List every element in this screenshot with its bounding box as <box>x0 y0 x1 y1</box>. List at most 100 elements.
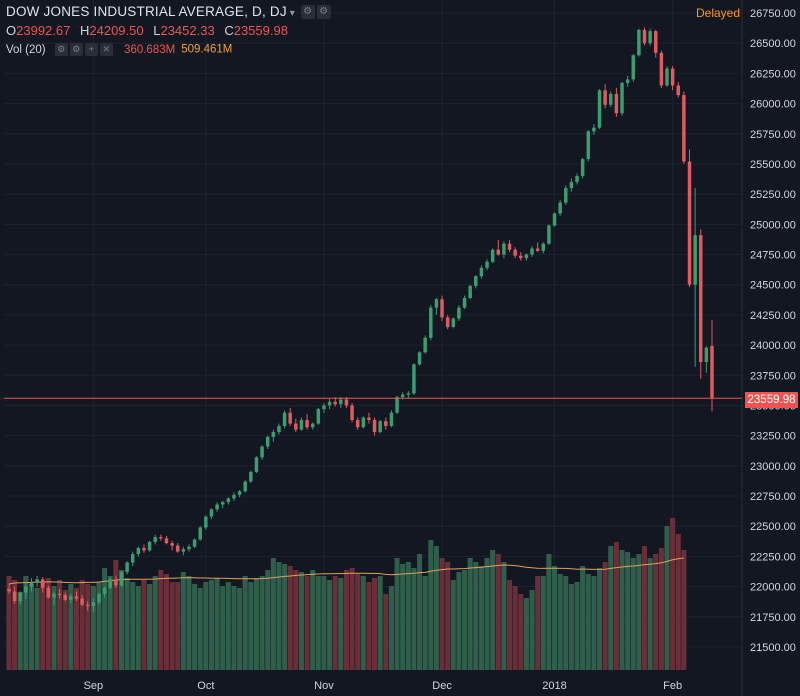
candle-body <box>485 261 489 268</box>
volume-bar <box>102 568 108 670</box>
candle-body <box>659 52 664 86</box>
volume-label[interactable]: Vol (20) <box>6 43 46 56</box>
candle-body <box>80 598 84 605</box>
high-value: 24209.50 <box>89 23 144 38</box>
candle-body <box>361 417 366 428</box>
volume-bar <box>636 554 642 670</box>
settings-icon[interactable]: ⚙ <box>54 43 68 56</box>
candle-body <box>603 90 607 105</box>
volume-bar <box>96 582 102 670</box>
volume-bar <box>208 580 214 670</box>
gear-icon[interactable]: ⚙ <box>316 5 331 20</box>
y-tick-label: 26750.00 <box>750 8 796 20</box>
volume-bar <box>675 534 681 670</box>
volume-bar <box>394 558 400 670</box>
candle-body <box>46 587 51 598</box>
candle <box>412 363 416 395</box>
close-icon[interactable]: ✕ <box>99 43 113 56</box>
symbol-title[interactable]: DOW JONES INDUSTRIAL AVERAGE, D, DJ <box>6 4 287 19</box>
candle-body <box>198 527 202 540</box>
candle-body <box>558 202 562 214</box>
volume-bar <box>265 570 271 670</box>
y-tick-label: 22750.00 <box>750 491 796 503</box>
plus-icon[interactable]: + <box>84 43 98 56</box>
volume-bar <box>478 566 484 670</box>
candle <box>265 435 270 449</box>
chart-grid <box>4 0 742 668</box>
volume-bar <box>124 578 130 670</box>
candle-body <box>710 345 714 399</box>
candle <box>592 124 596 135</box>
candle <box>535 242 540 253</box>
volume-bar <box>237 588 243 670</box>
gear-icon[interactable]: ⚙ <box>69 43 83 56</box>
volume-bar <box>130 582 136 670</box>
price-axis[interactable]: 21500.00 21750.00 22000.00 22250.00 22500.00… <box>741 0 796 696</box>
volume-bar <box>405 562 411 670</box>
volume-bar <box>462 570 468 670</box>
volume-bar <box>73 588 80 670</box>
candle <box>519 252 523 261</box>
volume-bar <box>79 580 85 670</box>
volume-bar <box>304 576 310 670</box>
candle <box>159 534 163 541</box>
candle <box>339 397 343 408</box>
candle-body <box>204 516 208 528</box>
volume-bar <box>568 584 574 670</box>
candle <box>237 490 242 498</box>
candle <box>474 275 478 289</box>
volume-bar <box>428 540 434 670</box>
candle-body <box>108 579 112 588</box>
candle-body <box>547 225 551 244</box>
x-tick-label: 2018 <box>542 680 566 692</box>
candle-body <box>575 176 579 183</box>
volume-bar <box>180 572 186 670</box>
candle <box>575 173 579 185</box>
candle <box>97 592 101 605</box>
candle <box>445 314 450 330</box>
candle-body <box>654 31 658 53</box>
candle <box>552 212 557 227</box>
candle <box>462 295 467 309</box>
volume-bar <box>192 584 198 670</box>
candle-body <box>625 79 630 84</box>
candle <box>243 480 247 493</box>
candle-body <box>355 419 360 428</box>
candle-body <box>74 596 79 599</box>
candle <box>485 259 489 271</box>
candle <box>384 417 388 430</box>
candle-body <box>462 297 467 308</box>
y-tick-label: 22000.00 <box>750 582 796 594</box>
candle <box>654 29 658 58</box>
volume-bar <box>34 588 40 670</box>
volume-bar <box>349 568 355 670</box>
candle <box>389 410 394 428</box>
candle-body <box>277 426 281 433</box>
candle-body <box>670 68 675 86</box>
candle <box>204 515 208 530</box>
volume-bar <box>28 584 35 670</box>
settings-icon[interactable]: ⚙ <box>300 5 315 20</box>
volume-bar <box>658 548 664 670</box>
volume-bar <box>535 576 541 670</box>
candle-body <box>429 307 433 338</box>
candle-body <box>271 432 276 437</box>
candle-body <box>153 537 157 542</box>
candle <box>586 130 591 162</box>
volume-bar <box>118 570 125 670</box>
candle-body <box>97 593 101 603</box>
candle-body <box>648 31 652 44</box>
candle-body <box>232 494 236 499</box>
volume-bar <box>613 542 619 670</box>
candle <box>440 295 444 321</box>
volume-bar <box>270 558 276 670</box>
candle <box>282 410 287 429</box>
chevron-down-icon[interactable]: ▾ <box>289 8 295 19</box>
volume-bar <box>175 582 181 670</box>
time-axis[interactable]: Sep Oct Nov Dec 2018 Feb <box>84 680 683 692</box>
candle-body <box>220 502 225 505</box>
volume-bar <box>186 576 192 670</box>
x-tick-label: Dec <box>432 680 452 692</box>
candle <box>603 84 607 109</box>
